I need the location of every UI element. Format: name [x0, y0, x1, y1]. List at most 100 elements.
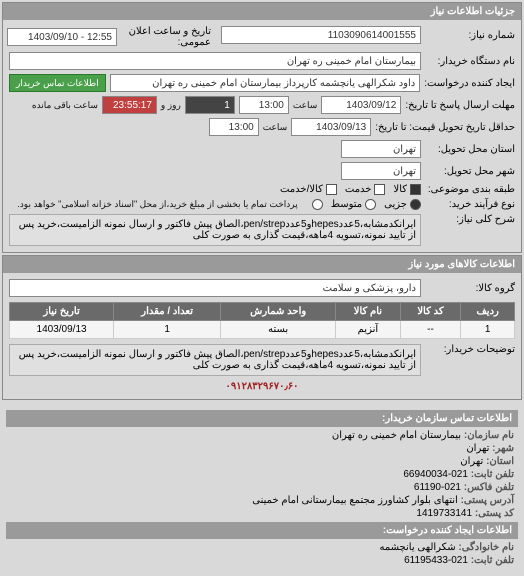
time-remain-input[interactable]	[102, 96, 157, 114]
desc-row: شرح کلی نیاز: ایرانکدمشابه،5عددhepesو5عد…	[9, 212, 515, 248]
col-code: کد کالا	[400, 303, 461, 321]
contact-fax-label: تلفن فاکس:	[464, 482, 514, 493]
time-label-1: ساعت	[293, 100, 318, 111]
contact-org-value: بیمارستان امام خمینی ره تهران	[332, 430, 461, 441]
contact-buyer-button[interactable]: اطلاعات تماس خریدار	[9, 74, 106, 92]
table-header-row: ردیف کد کالا نام کالا واحد شمارش تعداد /…	[10, 303, 515, 321]
checkbox-icon	[410, 184, 421, 195]
contact-phone-label: تلفن ثابت:	[471, 469, 514, 480]
announce-label: تاریخ و ساعت اعلان عمومی:	[121, 26, 211, 48]
top-row: شماره نیاز: تاریخ و ساعت اعلان عمومی:	[9, 24, 515, 50]
goods-table: ردیف کد کالا نام کالا واحد شمارش تعداد /…	[9, 302, 515, 339]
contact-phone-value: 021-66940034	[403, 469, 468, 480]
announce-input[interactable]	[7, 28, 117, 46]
goods-panel-body: گروه کالا: ردیف کد کالا نام کالا واحد شم…	[3, 273, 521, 399]
deadline-row: مهلت ارسال پاسخ تا تاریخ: ساعت روز و ساع…	[9, 94, 515, 116]
check-khedmat[interactable]: خدمت	[345, 184, 386, 195]
creator-row: ایجاد کننده درخواست: اطلاعات تماس خریدار	[9, 72, 515, 94]
mintime-input[interactable]	[209, 118, 259, 136]
day-label: روز و	[161, 100, 181, 111]
contact-post: کد پستی: 1419733141	[6, 507, 518, 520]
proc-type-row: نوع فرآیند خرید: جزیی متوسط پرداخت تمام …	[9, 197, 515, 212]
creator-phone-value: 021-61195433	[404, 555, 468, 566]
creator-input[interactable]	[110, 74, 421, 92]
creator-family-value: شکرالهی یانچشمه	[379, 542, 455, 553]
contact-header: اطلاعات تماس سازمان خریدار:	[6, 410, 518, 427]
need-no-row: شماره نیاز:	[221, 24, 515, 46]
contact-post-value: 1419733141	[416, 508, 472, 519]
check-both-label: کالا/خدمت	[280, 184, 323, 195]
checkbox-icon	[326, 184, 337, 195]
cell-qty: 1	[114, 321, 221, 339]
proc-type-label: نوع فرآیند خرید:	[425, 199, 515, 210]
goods-panel-title: اطلاعات کالاهای مورد نیاز	[3, 256, 521, 273]
mindate-input[interactable]	[291, 118, 371, 136]
days-remain-input[interactable]	[185, 96, 235, 114]
check-kala-label: کالا	[393, 184, 407, 195]
radio-large[interactable]	[312, 199, 323, 210]
contact-org-label: نام سازمان:	[464, 430, 514, 441]
province-row: استان محل تحویل:	[9, 138, 515, 160]
goods-panel: اطلاعات کالاهای مورد نیاز گروه کالا: ردی…	[2, 255, 522, 400]
city-label: شهر محل تحویل:	[425, 166, 515, 177]
contact-prov: استان: تهران	[6, 455, 518, 468]
contact-city-value: تهران	[466, 443, 489, 454]
creator-family: نام خانوادگی: شکرالهی یانچشمه	[6, 541, 518, 554]
remain-label: ساعت باقی مانده	[32, 100, 98, 111]
mindate-label: حداقل تاریخ تحویل قیمت: تا تاریخ:	[375, 122, 515, 133]
goods-group-row: گروه کالا:	[9, 277, 515, 299]
deadline-time-input[interactable]	[239, 96, 289, 114]
redacted-number: ۰۹۱۲۸۳۲۹۶۷۰٫۶۰	[9, 378, 515, 395]
col-unit: واحد شمارش	[221, 303, 336, 321]
cell-code: --	[400, 321, 461, 339]
city-input[interactable]	[341, 162, 421, 180]
pay-note: پرداخت تمام یا بخشی از مبلغ خرید،از محل …	[17, 199, 297, 210]
creator-contact-header: اطلاعات ایجاد کننده درخواست:	[6, 522, 518, 539]
buyer-desc-row: توضیحات خریدار: ایرانکدمشابه،5عددhepesو5…	[9, 342, 515, 378]
contact-city: شهر: تهران	[6, 442, 518, 455]
contact-fax: تلفن فاکس: 021-61190	[6, 481, 518, 494]
contact-city-label: شهر:	[492, 443, 514, 454]
checkbox-icon	[374, 184, 385, 195]
radio-small[interactable]: جزیی	[384, 199, 421, 210]
deadline-label: مهلت ارسال پاسخ تا تاریخ:	[405, 100, 515, 111]
city-row: شهر محل تحویل:	[9, 160, 515, 182]
contact-addr-label: آدرس پستی:	[461, 495, 514, 506]
contact-section: اطلاعات تماس سازمان خریدار: نام سازمان: …	[0, 402, 524, 573]
creator-phone-label: تلفن ثابت:	[471, 555, 514, 566]
creator-phone: تلفن ثابت: 021-61195433	[6, 554, 518, 567]
check-kala[interactable]: کالا	[393, 184, 421, 195]
org-label: نام دستگاه خریدار:	[425, 56, 515, 67]
desc-text: ایرانکدمشابه،5عددhepesو5عددpen/strep،الص…	[9, 214, 421, 246]
cell-name: آنزیم	[336, 321, 400, 339]
goods-type-label: طبقه بندی موضوعی:	[425, 184, 515, 195]
proc-type-radios: جزیی متوسط	[312, 199, 421, 210]
buyer-desc-text: ایرانکدمشابه،5عددhepesو5عددpen/strep،الص…	[9, 344, 421, 376]
col-date: تاریخ نیاز	[10, 303, 114, 321]
check-khedmat-label: خدمت	[345, 184, 372, 195]
goods-group-input[interactable]	[9, 279, 421, 297]
time-label-2: ساعت	[263, 122, 288, 133]
org-row: نام دستگاه خریدار:	[9, 50, 515, 72]
goods-group-label: گروه کالا:	[425, 283, 515, 294]
panel-body: شماره نیاز: تاریخ و ساعت اعلان عمومی: نا…	[3, 20, 521, 252]
province-input[interactable]	[341, 140, 421, 158]
check-both[interactable]: کالا/خدمت	[280, 184, 337, 195]
contact-addr-value: انتهای بلوار کشاورز مجتمع بیمارستانی اما…	[252, 495, 457, 506]
col-name: نام کالا	[336, 303, 400, 321]
mindate-row: حداقل تاریخ تحویل قیمت: تا تاریخ: ساعت	[9, 116, 515, 138]
deadline-date-input[interactable]	[321, 96, 401, 114]
table-row[interactable]: 1 -- آنزیم بسته 1 1403/09/13	[10, 321, 515, 339]
col-idx: ردیف	[461, 303, 515, 321]
contact-prov-value: تهران	[460, 456, 483, 467]
need-no-input[interactable]	[221, 26, 421, 44]
org-input[interactable]	[9, 52, 421, 70]
radio-icon	[365, 199, 376, 210]
goods-type-row: طبقه بندی موضوعی: کالا خدمت کالا/خدمت	[9, 182, 515, 197]
contact-fax-value: 021-61190	[414, 482, 461, 493]
contact-addr: آدرس پستی: انتهای بلوار کشاورز مجتمع بیم…	[6, 494, 518, 507]
announce-row: تاریخ و ساعت اعلان عمومی:	[7, 24, 211, 50]
radio-icon	[312, 199, 323, 210]
radio-med[interactable]: متوسط	[331, 199, 376, 210]
province-label: استان محل تحویل:	[425, 144, 515, 155]
